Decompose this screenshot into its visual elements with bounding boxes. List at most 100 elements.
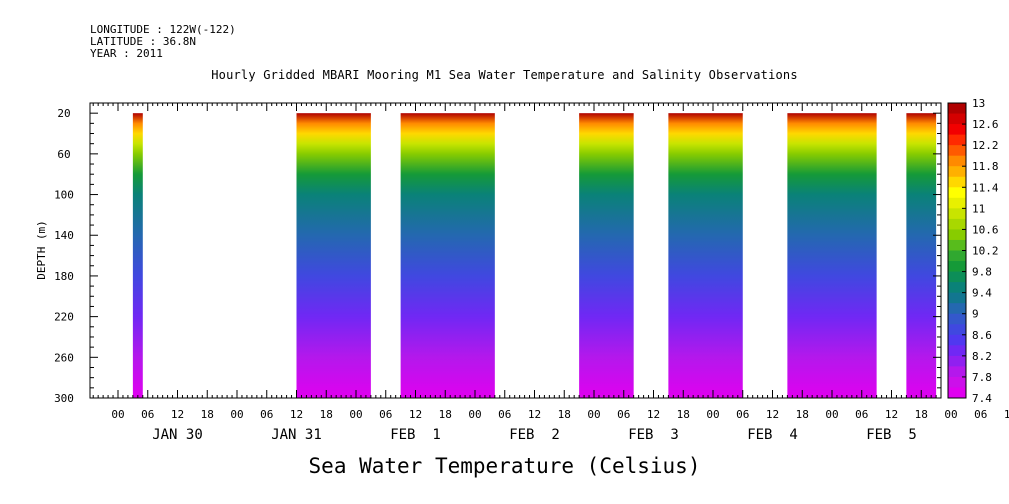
colorbar-swatch — [948, 124, 966, 136]
colorbar-swatch — [948, 229, 966, 241]
y-tick-label: 100 — [54, 189, 74, 202]
colorbar-label: 9.8 — [972, 266, 992, 279]
data-segment — [787, 113, 877, 398]
colorbar-swatch — [948, 376, 966, 388]
x-hour-label: 06 — [379, 408, 392, 421]
colorbar-swatch — [948, 324, 966, 336]
data-segment — [400, 113, 495, 398]
x-hour-label: 12 — [409, 408, 422, 421]
colorbar: 13 12.6 12.2 11.8 11.4 11 10.6 10.2 9.8 9.4 9 8.6 8.… — [947, 97, 999, 405]
colorbar-swatch — [948, 166, 966, 178]
x-day-label: JAN 31 — [271, 427, 322, 443]
colorbar-swatch — [948, 261, 966, 273]
y-axis-label: DEPTH (m) — [35, 220, 48, 280]
y-tick-label: 220 — [54, 311, 74, 324]
x-hour-label: 00 — [230, 408, 243, 421]
data-segment — [668, 113, 743, 398]
colorbar-label: 11 — [972, 202, 985, 215]
colorbar-label: 11.4 — [972, 181, 999, 194]
x-hour-label: 06 — [260, 408, 273, 421]
data-segment — [906, 113, 937, 398]
x-hour-label: 12 — [647, 408, 660, 421]
x-hour-label: 18 — [439, 408, 452, 421]
x-hour-label: 12 — [290, 408, 303, 421]
colorbar-swatch — [948, 239, 966, 251]
colorbar-swatch — [948, 282, 966, 294]
colorbar-label: 9.4 — [972, 287, 992, 300]
metadata-block: LONGITUDE : 122W(-122) LATITUDE : 36.8N … — [90, 24, 236, 60]
longitude-text: LONGITUDE : 122W(-122) — [90, 23, 236, 36]
colorbar-swatch — [948, 271, 966, 283]
colorbar-label: 7.8 — [972, 371, 992, 384]
latitude-text: LATITUDE : 36.8N — [90, 35, 196, 48]
x-hour-label: 00 — [944, 408, 957, 421]
colorbar-swatch — [948, 303, 966, 315]
colorbar-swatch — [948, 208, 966, 220]
data-segment — [296, 113, 371, 398]
x-hour-label: 18 — [677, 408, 690, 421]
colorbar-label: 7.4 — [972, 392, 992, 405]
x-axis-title: Sea Water Temperature (Celsius) — [308, 454, 701, 478]
colorbar-swatch — [948, 145, 966, 157]
colorbar-label: 11.8 — [972, 160, 999, 173]
x-hour-label: 06 — [855, 408, 868, 421]
colorbar-swatch — [948, 366, 966, 378]
year-text: YEAR : 2011 — [90, 47, 163, 60]
x-day-label: FEB 4 — [747, 427, 798, 443]
colorbar-swatch — [948, 187, 966, 199]
x-hour-label: 12 — [171, 408, 184, 421]
x-hour-label: 06 — [141, 408, 154, 421]
axes: 20 60 100 140 180 220 260 300 00 06 12 18 00 06 12 18 00… — [54, 102, 1009, 443]
x-hour-label: 00 — [706, 408, 719, 421]
x-day-label: FEB 5 — [866, 427, 917, 443]
y-tick-label: 20 — [57, 107, 70, 120]
x-hour-label: 12 — [1004, 408, 1009, 421]
data-segment — [132, 113, 143, 398]
x-hour-label: 00 — [349, 408, 362, 421]
x-hour-label: 18 — [558, 408, 571, 421]
y-tick-label: 300 — [54, 392, 74, 405]
colorbar-label: 8.2 — [972, 350, 992, 363]
plot-frame — [89, 102, 942, 399]
colorbar-swatch — [948, 292, 966, 304]
x-hour-label: 18 — [796, 408, 809, 421]
chart-title: Hourly Gridded MBARI Mooring M1 Sea Wate… — [211, 68, 798, 82]
colorbar-swatch — [948, 113, 966, 125]
colorbar-swatch — [948, 355, 966, 367]
colorbar-swatch — [948, 387, 966, 399]
y-tick-label: 260 — [54, 351, 74, 364]
colorbar-swatch — [948, 103, 966, 115]
x-day-label: FEB 2 — [509, 427, 560, 443]
x-hour-label: 06 — [974, 408, 987, 421]
colorbar-swatch — [948, 313, 966, 325]
colorbar-swatch — [948, 197, 966, 209]
x-hour-label: 00 — [587, 408, 600, 421]
x-hour-label: 18 — [915, 408, 928, 421]
colorbar-label: 9 — [972, 308, 979, 321]
x-hour-label: 12 — [766, 408, 779, 421]
y-tick-label: 140 — [54, 229, 74, 242]
x-day-label: FEB 3 — [628, 427, 679, 443]
x-hour-label: 18 — [320, 408, 333, 421]
x-hour-label: 06 — [498, 408, 511, 421]
colorbar-swatch — [948, 345, 966, 357]
colorbar-label: 12.6 — [972, 118, 999, 131]
data-segments — [132, 113, 937, 398]
x-hour-label: 12 — [885, 408, 898, 421]
x-hour-label: 00 — [825, 408, 838, 421]
x-hour-label: 18 — [201, 408, 214, 421]
colorbar-swatch — [948, 250, 966, 262]
x-hour-label: 06 — [736, 408, 749, 421]
x-hour-label: 12 — [528, 408, 541, 421]
colorbar-swatch — [948, 218, 966, 230]
colorbar-label: 13 — [972, 97, 985, 110]
colorbar-swatch — [948, 155, 966, 167]
y-tick-label: 180 — [54, 270, 74, 283]
x-day-label: JAN 30 — [152, 427, 203, 443]
x-hour-label: 00 — [468, 408, 481, 421]
colorbar-swatch — [948, 334, 966, 346]
colorbar-label: 12.2 — [972, 139, 999, 152]
x-day-label: FEB 1 — [390, 427, 441, 443]
colorbar-label: 10.2 — [972, 245, 999, 258]
